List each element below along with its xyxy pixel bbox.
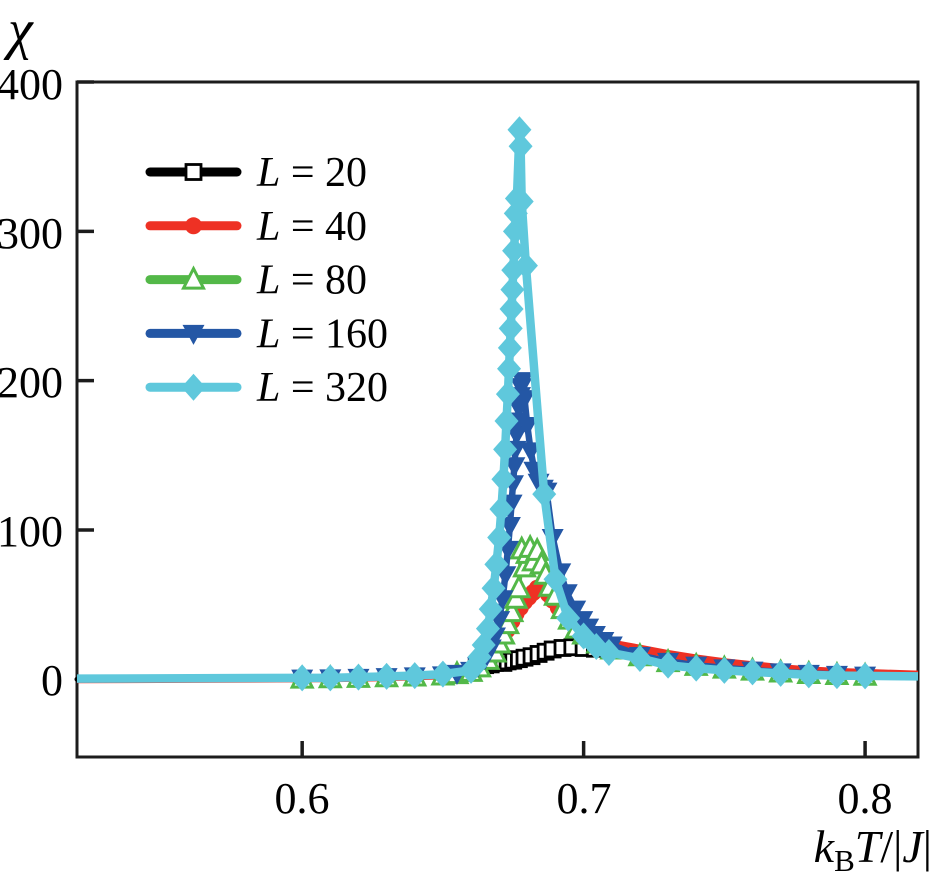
marker-L-160 (564, 600, 587, 621)
marker-L-320 (596, 638, 621, 666)
marker-L-320 (508, 132, 533, 160)
marker-L-320 (499, 295, 524, 323)
marker-L-320 (495, 380, 520, 408)
legend-label: L = 20 (256, 150, 367, 196)
marker-L-320 (484, 550, 509, 578)
marker-L-320 (487, 523, 512, 551)
marker-L-160 (503, 457, 526, 478)
legend-item-L-160: L = 160 (145, 311, 388, 357)
x-axis-label: kBT/|J| (814, 821, 932, 878)
marker-L-320 (318, 664, 343, 692)
marker-L-320 (494, 407, 519, 435)
legend-label: L = 40 (256, 204, 367, 250)
x-tick-label-0.8: 0.8 (838, 774, 893, 823)
legend-item-L-20: L = 20 (145, 150, 367, 196)
marker-L-320 (430, 660, 455, 688)
marker-L-320 (497, 355, 522, 383)
x-axis-label-part: T (855, 821, 884, 872)
x-tick-label-0.6: 0.6 (275, 774, 330, 823)
marker-L-320 (498, 314, 523, 342)
marker-L-320 (768, 659, 793, 687)
series-layer (74, 116, 921, 692)
marker-L-320 (500, 276, 525, 304)
y-tick-label-100: 100 (0, 507, 63, 556)
legend-label: L = 80 (256, 258, 367, 304)
marker-L-320 (502, 237, 527, 265)
marker-L-320 (489, 495, 514, 523)
legend-item-L-320: L = 320 (145, 365, 388, 411)
marker-L-320 (556, 604, 581, 632)
marker-L-160 (511, 372, 534, 393)
marker-L-320 (481, 574, 506, 602)
x-axis-label-part: /| (880, 821, 902, 872)
marker-L-320 (656, 651, 681, 679)
x-axis-label-part: J (902, 821, 925, 872)
marker-L-320 (497, 334, 522, 362)
marker-L-320 (402, 662, 427, 690)
legend-marker-L-20 (184, 163, 203, 181)
marker-L-320 (374, 662, 399, 690)
marker-L-80 (506, 573, 532, 599)
marker-L-320 (346, 663, 371, 691)
x-tick-label-0.7: 0.7 (557, 774, 612, 823)
marker-L-160 (516, 416, 539, 437)
marker-L-320 (853, 662, 878, 690)
y-tick-label-400: 400 (0, 60, 63, 109)
marker-L-320 (796, 661, 821, 689)
legend-label: L = 320 (256, 365, 388, 411)
legend-marker-L-80 (181, 265, 206, 290)
marker-L-320 (290, 664, 315, 692)
marker-L-320 (513, 252, 538, 280)
legend-item-L-80: L = 80 (145, 258, 367, 304)
marker-L-320 (543, 565, 568, 593)
marker-L-320 (502, 217, 527, 245)
plot-frame (75, 80, 920, 759)
y-tick-label-300: 300 (0, 209, 63, 258)
marker-L-320 (627, 644, 652, 672)
marker-L-320 (532, 480, 557, 508)
y-tick-label-200: 200 (0, 358, 63, 407)
legend-label: L = 160 (256, 311, 388, 357)
y-axis-label: χ (3, 0, 34, 61)
marker-L-320 (491, 465, 516, 493)
marker-L-320 (740, 658, 765, 686)
marker-L-320 (684, 654, 709, 682)
marker-L-320 (478, 595, 503, 623)
legend-marker-L-160 (182, 324, 205, 345)
marker-L-320 (507, 116, 532, 144)
legend-marker-L-320 (181, 373, 206, 401)
x-axis-label-part: | (923, 821, 932, 872)
x-axis-label-part: k (814, 821, 836, 872)
marker-L-320 (493, 435, 518, 463)
legend: L = 20 L = 40 L = 80 L = 160 L = 320 (145, 150, 388, 411)
marker-L-320 (712, 656, 737, 684)
y-tick-label-0: 0 (41, 656, 63, 705)
marker-L-160 (505, 425, 528, 446)
marker-L-320 (509, 187, 534, 215)
marker-L-320 (824, 662, 849, 690)
legend-marker-L-40 (185, 217, 202, 235)
series-L-320 (76, 116, 919, 692)
x-axis-label-part: B (834, 843, 855, 878)
legend-item-L-40: L = 40 (145, 204, 367, 250)
marker-L-320 (475, 615, 500, 643)
